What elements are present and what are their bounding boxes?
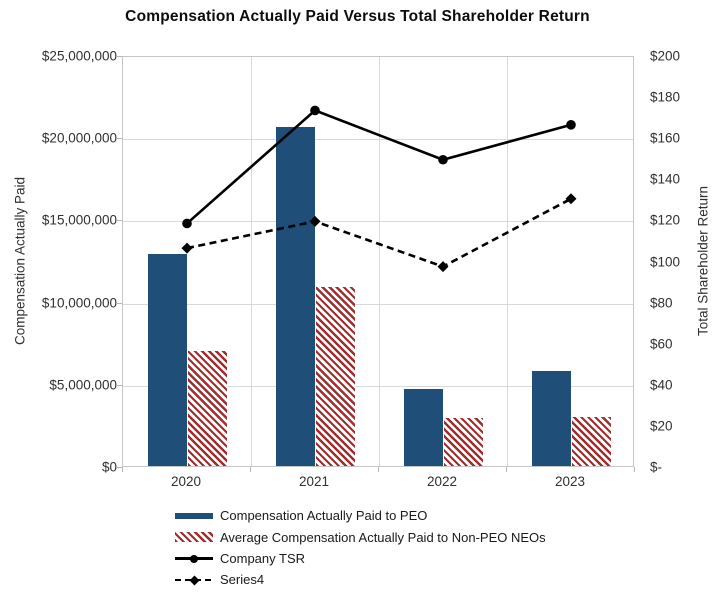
legend: Compensation Actually Paid to PEO Averag…: [175, 505, 546, 591]
circle-marker-2023: [566, 120, 576, 130]
right-axis-tick-label: $20: [650, 418, 673, 434]
diamond-marker-2022: [437, 261, 449, 273]
diamond-marker-2023: [565, 193, 577, 205]
bar-peo-2021: [275, 127, 315, 466]
circle-marker-icon: [190, 554, 198, 563]
legend-label-company-tsr: Company TSR: [220, 550, 306, 566]
legend-item-company-tsr: Company TSR: [175, 548, 546, 569]
bar-peo-2022: [403, 388, 443, 466]
left-axis-tick: [116, 384, 122, 386]
company-tsr-line: [186, 108, 572, 225]
plot-area: [122, 56, 634, 467]
right-axis-tick-label: $40: [650, 377, 673, 393]
left-axis-tick-label: $20,000,000: [41, 130, 117, 146]
x-axis-label-2023: 2023: [554, 474, 586, 489]
right-axis-tick-label: $100: [650, 253, 681, 269]
bar-peo-2023: [531, 370, 571, 466]
bar-nonpeo-2023: [571, 416, 611, 466]
left-axis-tick: [116, 138, 122, 140]
chart-title: Compensation Actually Paid Versus Total …: [125, 8, 590, 25]
left-axis-tick: [116, 220, 122, 222]
legend-label-nonpeo: Average Compensation Actually Paid to No…: [220, 529, 546, 545]
left-axis-tick-label: $10,000,000: [41, 294, 117, 310]
series4-line-swatch: [175, 574, 213, 586]
diamond-marker-icon: [189, 575, 200, 586]
left-axis-tick-label: $5,000,000: [49, 377, 117, 393]
circle-marker-2022: [438, 154, 448, 165]
x-axis-label-2021: 2021: [298, 474, 330, 489]
right-axis-tick-label: $-: [650, 459, 663, 475]
x-axis-tick: [122, 467, 123, 472]
legend-label-peo: Compensation Actually Paid to PEO: [220, 508, 428, 524]
right-axis-tick-label: $60: [650, 335, 673, 351]
circle-marker-2021: [310, 105, 320, 116]
horizontal-gridline: [123, 221, 633, 223]
horizontal-gridline: [123, 385, 633, 387]
legend-item-series4: Series4: [175, 569, 546, 590]
right-axis-tick-label: $200: [650, 48, 681, 64]
line-series-layer: [181, 105, 577, 273]
diamond-marker-2020: [181, 242, 193, 254]
bar-nonpeo-2020: [187, 350, 227, 466]
circle-marker-2020: [182, 218, 192, 229]
left-axis-tick-label: $25,000,000: [41, 48, 117, 64]
right-axis-tick-label: $160: [650, 130, 681, 146]
right-axis-tick-label: $140: [650, 171, 681, 187]
nonpeo-bar-swatch: [175, 532, 213, 543]
series4-line: [186, 197, 572, 269]
vertical-gridline: [379, 57, 380, 466]
right-axis-tick-label: $180: [650, 89, 681, 105]
right-axis-tick-label: $120: [650, 212, 681, 228]
horizontal-gridline: [123, 139, 633, 141]
x-axis-tick: [378, 467, 379, 472]
legend-label-series4: Series4: [220, 572, 265, 588]
left-axis-tick: [116, 467, 122, 468]
peo-bar-swatch: [175, 512, 213, 519]
left-axis-tick: [116, 302, 122, 304]
right-axis-title: Total Shareholder Return: [695, 185, 711, 337]
vertical-gridline: [251, 57, 252, 466]
x-axis-label-2020: 2020: [170, 474, 202, 489]
x-axis-tick: [634, 467, 635, 472]
left-axis-tick: [116, 56, 122, 57]
bar-nonpeo-2021: [315, 286, 355, 466]
bar-peo-2020: [147, 253, 187, 466]
company-tsr-line-swatch: [175, 552, 213, 564]
left-axis-tick-label: $15,000,000: [41, 212, 117, 228]
horizontal-gridline: [123, 303, 633, 305]
x-axis-tick: [506, 467, 507, 472]
x-axis-tick: [250, 467, 251, 472]
left-axis-tick-label: $0: [101, 459, 117, 475]
legend-item-peo-bar: Compensation Actually Paid to PEO: [175, 505, 546, 526]
left-axis-title: Compensation Actually Paid: [12, 176, 28, 346]
diamond-marker-2021: [309, 215, 321, 227]
x-axis-label-2022: 2022: [426, 474, 458, 489]
bar-nonpeo-2022: [443, 418, 483, 466]
legend-item-nonpeo-bar: Average Compensation Actually Paid to No…: [175, 526, 546, 547]
vertical-gridline: [507, 57, 508, 466]
right-axis-tick-label: $80: [650, 294, 673, 310]
